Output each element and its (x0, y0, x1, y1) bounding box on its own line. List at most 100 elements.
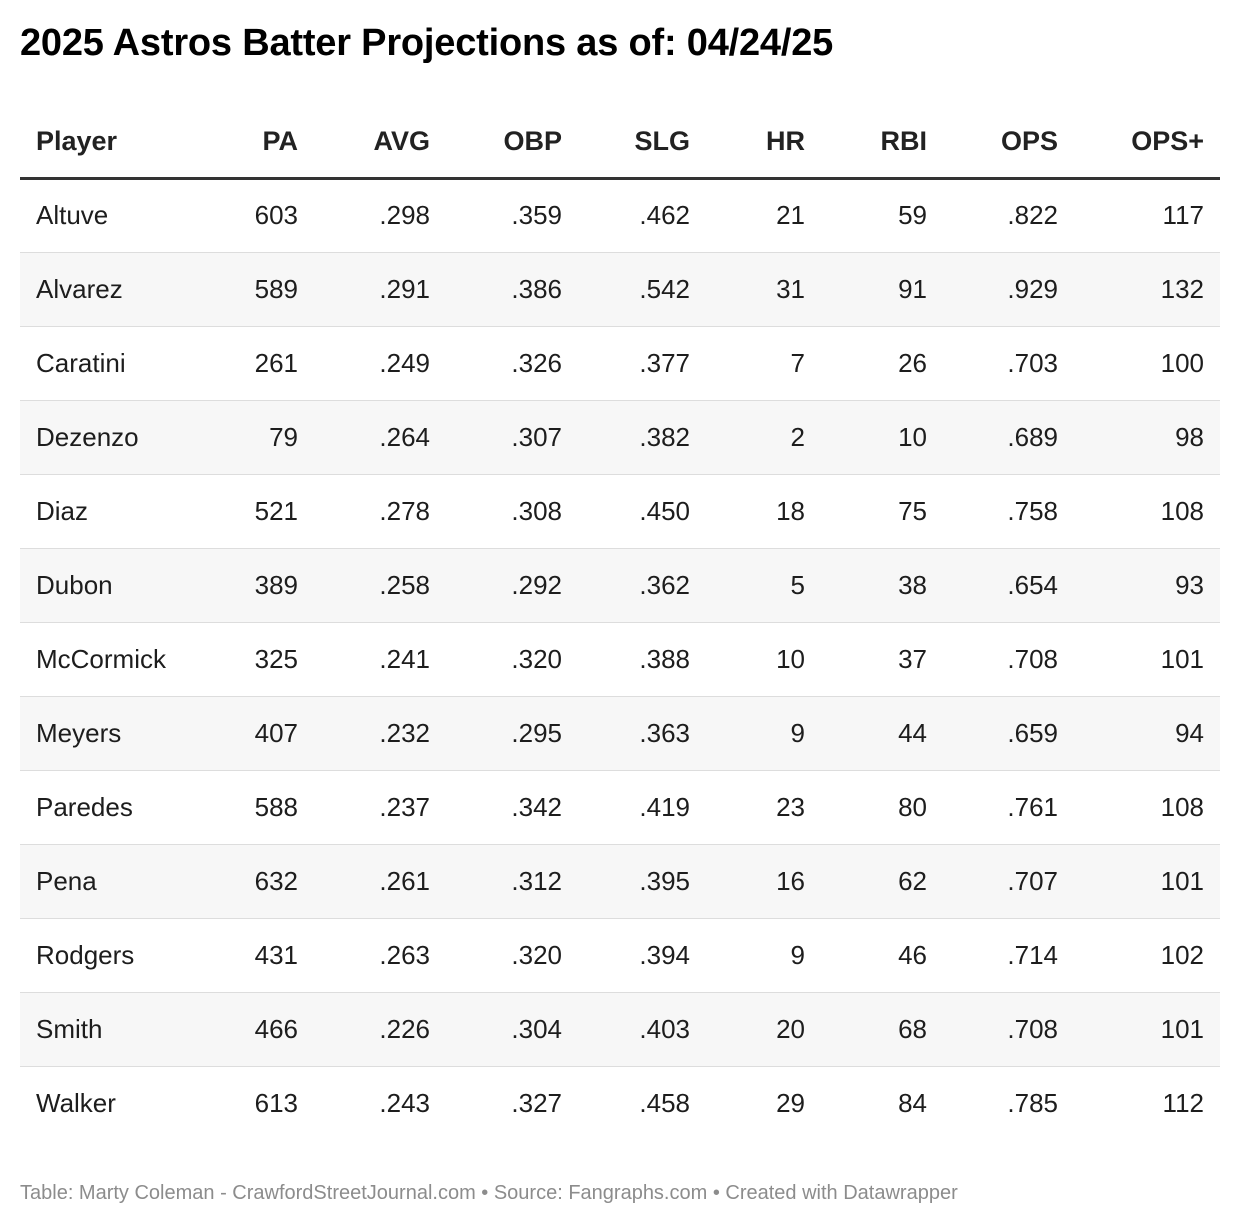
table-row: Altuve 603.298.359.462 21 59.822 117 (20, 178, 1220, 253)
cell-hr: 31 (706, 252, 821, 327)
cell-pa: 613 (254, 1087, 298, 1118)
cell-player: Dubon (20, 548, 230, 623)
cell-ops: .822 (943, 178, 1074, 253)
cell-obp: .342 (446, 770, 578, 845)
table-row: Alvarez 589.291.386.542 31 91.929 132 (20, 252, 1220, 327)
cell-ops-plus: 132 (1074, 252, 1220, 327)
cell-avg: .232 (314, 696, 446, 771)
cell-rbi: 26 (821, 326, 943, 401)
cell-ops: .708 (943, 992, 1074, 1067)
cell-pa: 431 (230, 918, 314, 993)
cell-obp: .295 (446, 696, 578, 771)
cell-hr: 20 (706, 992, 821, 1067)
cell-ops: .714 (943, 918, 1074, 993)
cell-obp: .312 (446, 844, 578, 919)
cell-obp: .326 (446, 326, 578, 401)
cell-avg: .226 (314, 992, 446, 1067)
cell-ops-plus: 108 (1074, 474, 1220, 549)
cell-avg: .263 (314, 918, 446, 993)
cell-player: Walker (36, 1087, 116, 1118)
cell-slg: .394 (578, 918, 706, 993)
cell-player: McCormick (20, 622, 230, 697)
cell-rbi: 91 (821, 252, 943, 327)
cell-ops: .703 (943, 326, 1074, 401)
cell-hr: 23 (706, 770, 821, 845)
cell-rbi: 80 (821, 770, 943, 845)
cell-slg: .395 (578, 844, 706, 919)
column-header-rbi[interactable]: RBI (821, 106, 943, 180)
cell-obp: .292 (446, 548, 578, 623)
cell-slg: .419 (578, 770, 706, 845)
cell-slg: .388 (578, 622, 706, 697)
cell-pa: 325 (230, 622, 314, 697)
cell-avg: .258 (314, 548, 446, 623)
cell-player: Pena (20, 844, 230, 919)
cell-slg: .450 (578, 474, 706, 549)
column-header-ops-plus[interactable]: OPS+ (1074, 106, 1220, 180)
column-header-hr[interactable]: HR (706, 106, 821, 180)
projections-table: Player PA AVG OBP SLG HR RBI OPS OPS+ Al… (20, 106, 1220, 1140)
column-header-avg[interactable]: AVG (314, 106, 446, 180)
cell-ops: .659 (943, 696, 1074, 771)
cell-slg: .462 (578, 178, 706, 253)
table-row: Paredes 588.237.342.419 23 80.761 108 (20, 770, 1220, 845)
cell-ops-plus: 108 (1074, 770, 1220, 845)
cell-avg: .243 (379, 1087, 430, 1118)
cell-slg: .377 (578, 326, 706, 401)
cell-obp: .304 (446, 992, 578, 1067)
cell-rbi: 38 (821, 548, 943, 623)
cell-ops: .761 (943, 770, 1074, 845)
cell-ops-plus: 98 (1074, 400, 1220, 475)
cell-slg: .542 (578, 252, 706, 327)
column-header-pa[interactable]: PA (230, 106, 314, 180)
table-row: Smith 466.226.304.403 20 68.708 101 (20, 992, 1220, 1067)
cell-rbi: 68 (821, 992, 943, 1067)
cell-pa: 466 (230, 992, 314, 1067)
cell-pa: 589 (230, 252, 314, 327)
cell-pa: 261 (230, 326, 314, 401)
projections-table-container: Player PA AVG OBP SLG HR RBI OPS OPS+ Al… (20, 106, 1220, 1140)
cell-hr: 18 (706, 474, 821, 549)
cell-ops: .654 (943, 548, 1074, 623)
column-header-obp[interactable]: OBP (446, 106, 578, 180)
cell-avg: .241 (314, 622, 446, 697)
column-header-player[interactable]: Player (20, 106, 230, 180)
cell-ops: .689 (943, 400, 1074, 475)
cell-slg: .363 (578, 696, 706, 771)
cell-player: Alvarez (20, 252, 230, 327)
cell-obp: .320 (446, 918, 578, 993)
cell-hr: 29 (776, 1087, 805, 1118)
cell-player: Rodgers (20, 918, 230, 993)
cell-player: Smith (20, 992, 230, 1067)
cell-ops: .707 (943, 844, 1074, 919)
cell-rbi: 37 (821, 622, 943, 697)
table-row: Meyers 407.232.295.363 9 44.659 94 (20, 696, 1220, 771)
cell-rbi: 59 (821, 178, 943, 253)
cell-ops: .929 (943, 252, 1074, 327)
cell-pa: 588 (230, 770, 314, 845)
cell-ops-plus: 101 (1074, 992, 1220, 1067)
cell-obp: .359 (446, 178, 578, 253)
cell-obp: .308 (446, 474, 578, 549)
cell-hr: 21 (706, 178, 821, 253)
table-row: Diaz 521.278.308.450 18 75.758 108 (20, 474, 1220, 549)
cell-obp: .320 (446, 622, 578, 697)
cell-rbi: 62 (821, 844, 943, 919)
cell-player: Diaz (20, 474, 230, 549)
cell-ops-plus: 117 (1074, 178, 1220, 253)
column-header-slg[interactable]: SLG (578, 106, 706, 180)
cell-pa: 407 (230, 696, 314, 771)
cell-rbi: 46 (821, 918, 943, 993)
table-row: McCormick 325.241.320.388 10 37.708 101 (20, 622, 1220, 697)
column-header-ops[interactable]: OPS (943, 106, 1074, 180)
cell-ops-plus: 101 (1074, 622, 1220, 697)
cell-ops-plus: 112 (1162, 1087, 1204, 1118)
table-row: Caratini 261.249.326.377 7 26.703 100 (20, 326, 1220, 401)
cell-player: Dezenzo (20, 400, 230, 475)
table-row: Dezenzo 79.264.307.382 2 10.689 98 (20, 400, 1220, 475)
cell-obp: .386 (446, 252, 578, 327)
cell-obp: .307 (446, 400, 578, 475)
cell-hr: 5 (706, 548, 821, 623)
cell-player: Paredes (20, 770, 230, 845)
cell-avg: .264 (314, 400, 446, 475)
